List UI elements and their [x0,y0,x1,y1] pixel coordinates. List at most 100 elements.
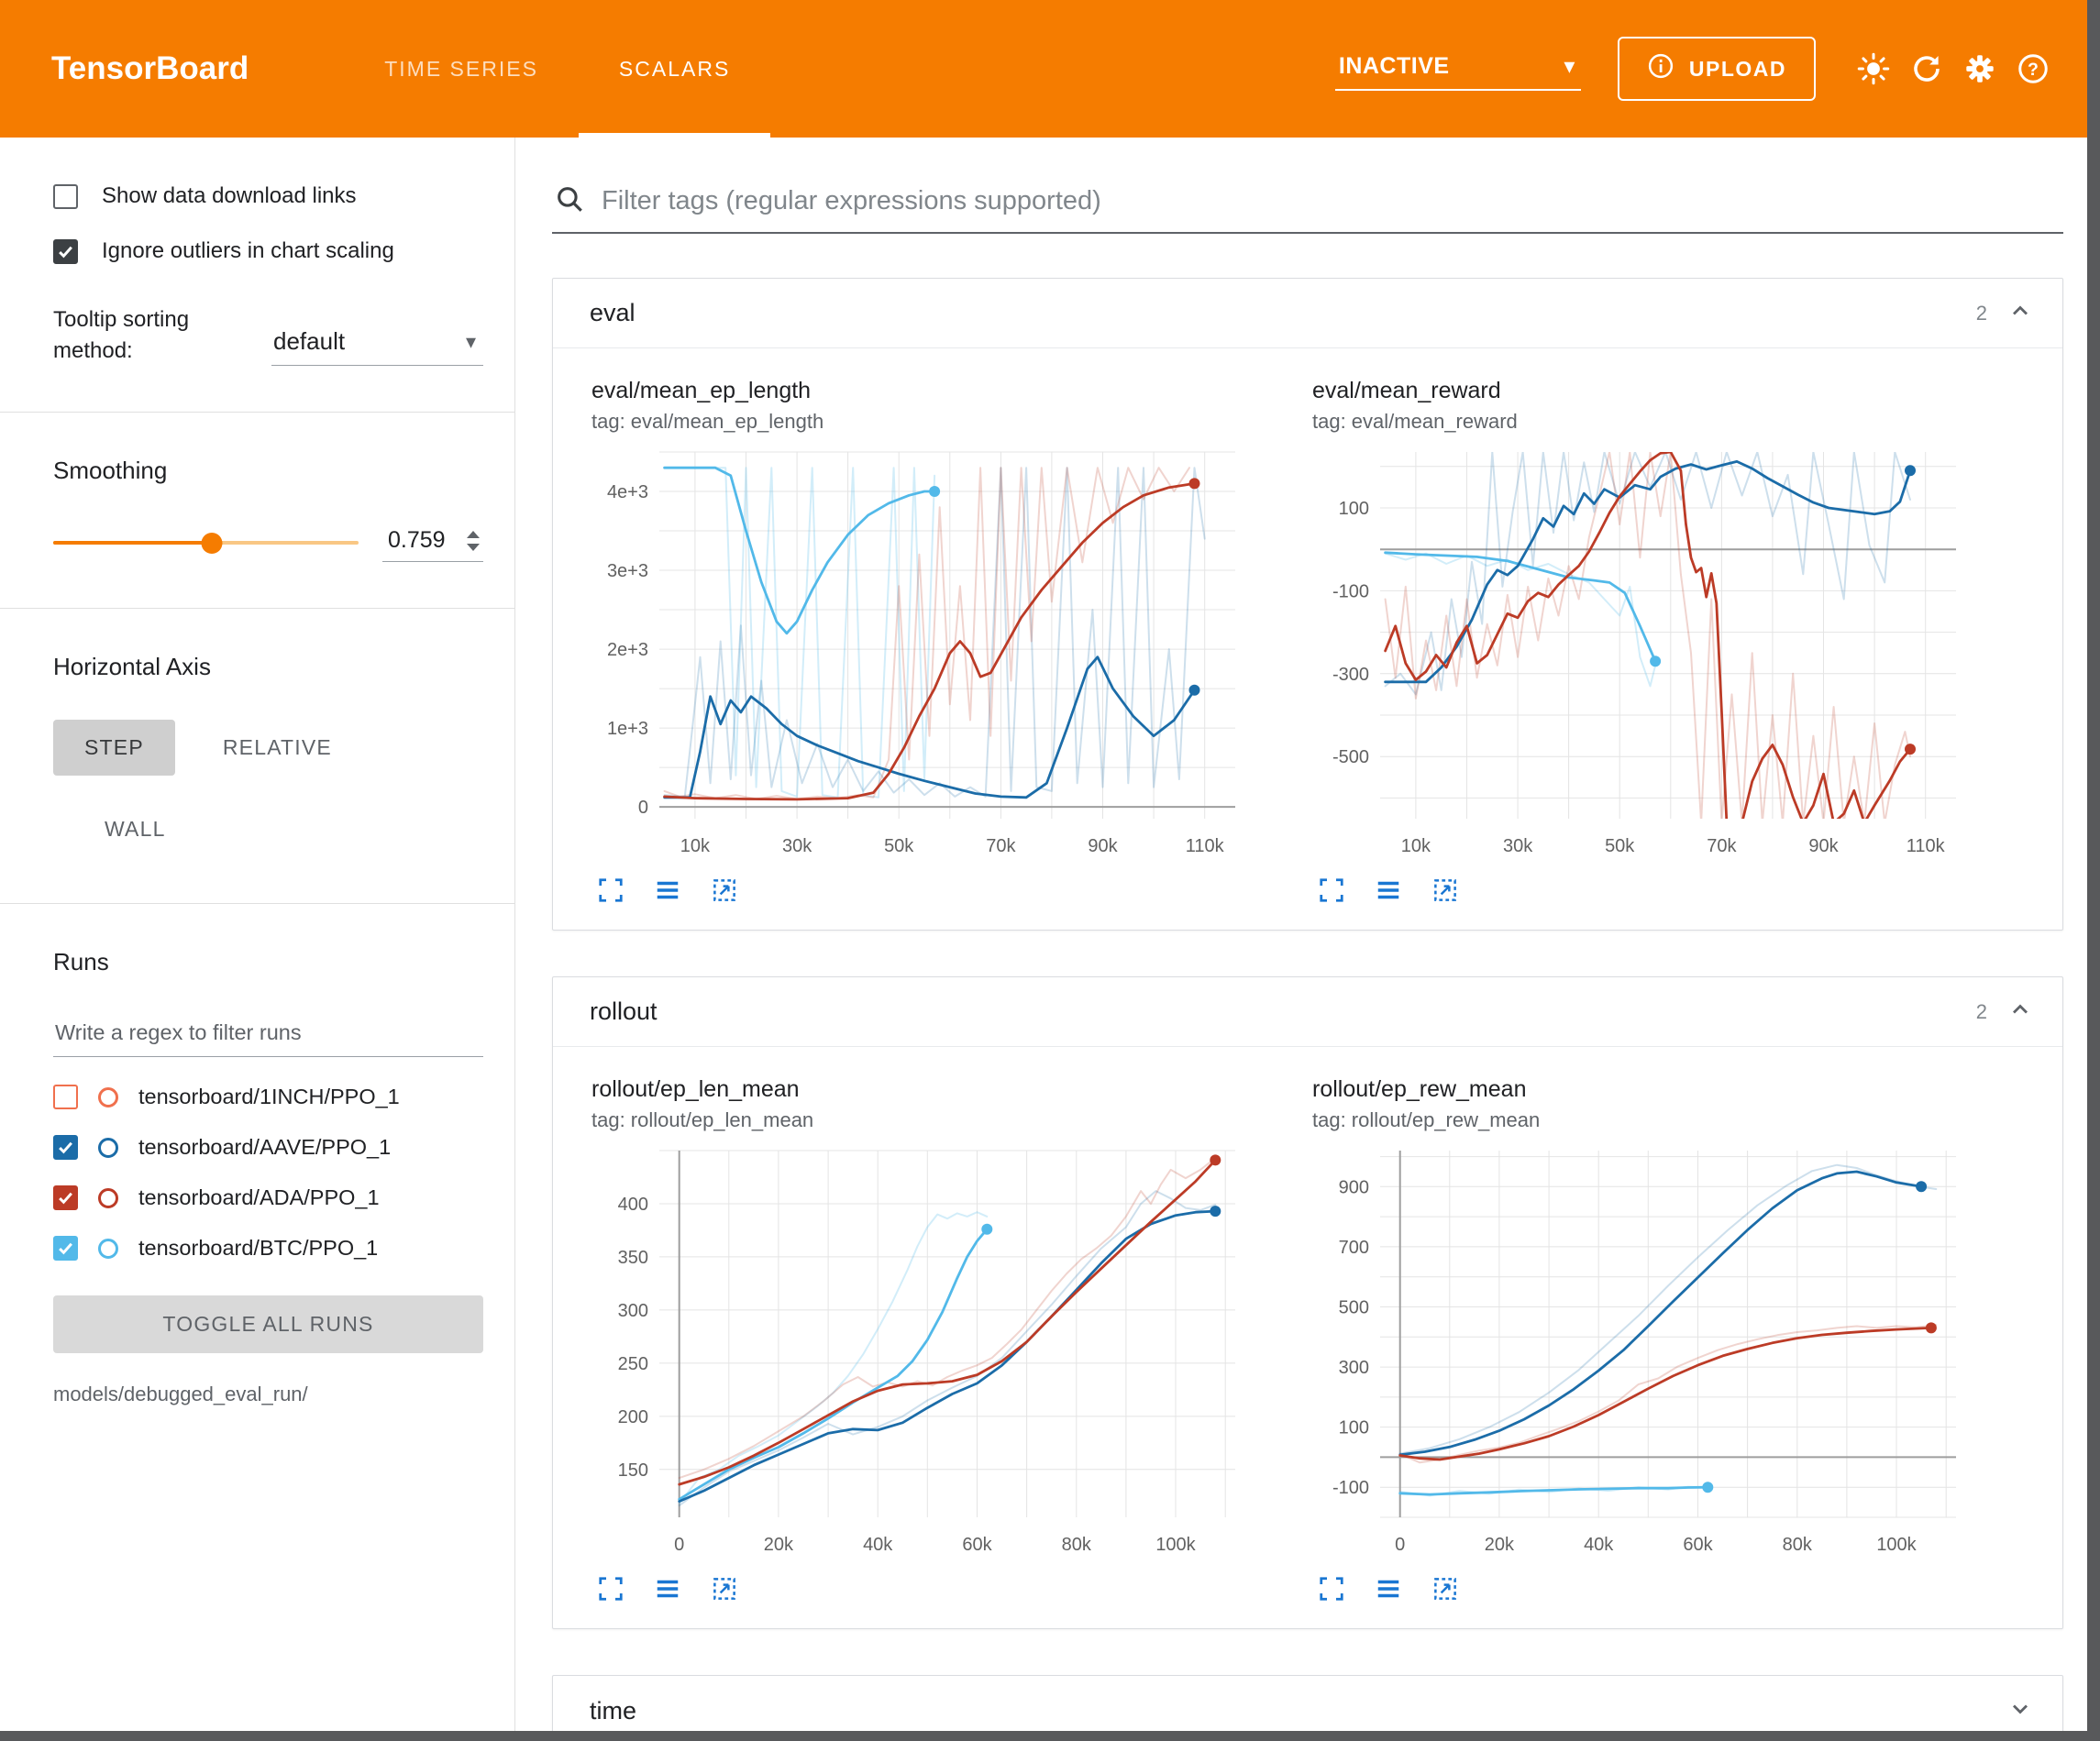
svg-text:100: 100 [1339,1418,1369,1438]
chart-tag: tag: eval/mean_ep_length [591,410,824,433]
horizontal-scrollbar[interactable] [0,1731,2100,1741]
svg-text:150: 150 [618,1460,648,1481]
app-header: TensorBoard TIME SERIES SCALARS INACTIVE … [0,0,2100,138]
svg-text:100k: 100k [1155,1535,1196,1555]
fit-domain-icon[interactable] [1430,1573,1461,1604]
run-checkbox[interactable] [53,1135,78,1161]
setting-checkbox-row[interactable]: Ignore outliers in chart scaling [53,238,483,264]
fullscreen-icon[interactable] [1316,1573,1347,1604]
run-row[interactable]: tensorboard/BTC/PPO_1 [53,1236,483,1262]
scalar-chart-canvas[interactable]: 0 20k 40k 60k 80k 100k 150 200 250 300 350 400 [580,1140,1250,1561]
stepper-arrows-icon[interactable] [467,530,481,551]
chart-title: rollout/ep_rew_mean [1312,1076,1527,1102]
section-header-rollout[interactable]: rollout 2 [553,977,2062,1047]
tooltip-sorting-label: Tooltip sorting method: [53,307,190,363]
section-header-time[interactable]: time [553,1676,2062,1741]
data-table-icon[interactable] [652,1573,683,1604]
axis-button-relative[interactable]: RELATIVE [192,720,363,776]
svg-text:50k: 50k [1605,836,1635,856]
svg-text:-100: -100 [1332,581,1369,601]
chart-toolbar [595,1573,1250,1604]
refresh-button[interactable] [1900,42,1953,95]
data-source-dropdown[interactable]: INACTIVE ▾ [1334,48,1581,91]
tab-scalars[interactable]: SCALARS [578,0,771,138]
runs-filter-input[interactable] [53,1015,483,1058]
upload-button[interactable]: UPLOAD [1617,37,1816,101]
sun-icon [1857,52,1890,85]
smoothing-value-input[interactable]: 0.759 [382,523,483,563]
run-color-toggle[interactable] [98,1238,118,1259]
chevron-up-icon[interactable] [2007,298,2033,328]
fullscreen-icon[interactable] [595,1573,626,1604]
gear-icon [1966,55,1994,83]
run-checkbox[interactable] [53,1236,78,1262]
svg-text:700: 700 [1339,1238,1369,1258]
svg-text:0: 0 [638,798,648,818]
data-table-icon[interactable] [652,875,683,906]
svg-text:40k: 40k [863,1535,893,1555]
run-row[interactable]: tensorboard/AAVE/PPO_1 [53,1135,483,1161]
chevron-down-icon[interactable] [2007,1696,2033,1726]
smoothing-label: Smoothing [53,457,168,485]
settings-button[interactable] [1953,42,2006,95]
checkbox-icon[interactable] [53,183,78,209]
data-source-value: INACTIVE [1338,52,1450,79]
svg-text:10k: 10k [680,836,711,856]
svg-text:250: 250 [618,1354,648,1374]
svg-text:40k: 40k [1584,1535,1614,1555]
svg-text:60k: 60k [962,1535,992,1555]
svg-text:50k: 50k [884,836,914,856]
slider-thumb[interactable] [201,533,223,555]
chevron-up-icon[interactable] [2007,997,2033,1027]
main-tabs: TIME SERIES SCALARS [344,0,771,138]
fullscreen-icon[interactable] [1316,875,1347,906]
tab-time-series[interactable]: TIME SERIES [384,56,538,81]
smoothing-slider[interactable] [53,530,359,556]
axis-button-step[interactable]: STEP [53,720,175,777]
axis-button-wall[interactable]: WALL [73,801,197,857]
run-checkbox[interactable] [53,1185,78,1211]
section-eval: eval 2 eval/mean_ep_length tag: eval/mean… [552,278,2063,931]
svg-text:90k: 90k [1088,836,1118,856]
svg-text:80k: 80k [1062,1535,1092,1555]
fit-domain-icon[interactable] [709,1573,740,1604]
runs-directory-label: models/debugged_eval_run/ [53,1383,308,1406]
run-row[interactable]: tensorboard/1INCH/PPO_1 [53,1085,483,1110]
setting-checkbox-row[interactable]: Show data download links [53,183,483,209]
svg-text:350: 350 [618,1248,648,1268]
help-button[interactable]: ? [2006,42,2060,95]
section-header-eval[interactable]: eval 2 [553,279,2062,348]
svg-text:-500: -500 [1332,747,1369,767]
scalar-chart-canvas[interactable]: 10k 30k 50k 70k 90k 110k 100 -100 -300 -500 [1301,441,1971,863]
svg-text:20k: 20k [764,1535,794,1555]
run-checkbox[interactable] [53,1085,78,1110]
data-table-icon[interactable] [1373,1573,1404,1604]
svg-text:100k: 100k [1876,1535,1917,1555]
scalar-chart-canvas[interactable]: 10k 30k 50k 70k 90k 110k 0 1e+3 2e+3 3e+3 4e+3 [580,441,1250,863]
tooltip-sorting-dropdown[interactable]: default ▾ [271,324,483,367]
brightness-toggle-button[interactable] [1847,42,1900,95]
run-color-toggle[interactable] [98,1187,118,1208]
scalar-chart-canvas[interactable]: 0 20k 40k 60k 80k 100k -100 100 300 500 700 900 [1301,1140,1971,1561]
section-title: rollout [590,997,658,1025]
run-color-toggle[interactable] [98,1137,118,1158]
svg-text:20k: 20k [1485,1535,1515,1555]
run-label: tensorboard/BTC/PPO_1 [138,1236,379,1261]
run-color-toggle[interactable] [98,1086,118,1107]
fit-domain-icon[interactable] [1430,875,1461,906]
svg-text:70k: 70k [1707,836,1737,856]
filter-tags-input[interactable] [602,186,2060,216]
search-icon [554,183,585,219]
vertical-scrollbar[interactable] [2087,0,2100,1741]
run-row[interactable]: tensorboard/ADA/PPO_1 [53,1185,483,1211]
toggle-all-runs-button[interactable]: TOGGLE ALL RUNS [53,1295,483,1354]
svg-text:80k: 80k [1783,1535,1813,1555]
svg-text:100: 100 [1339,499,1369,519]
fullscreen-icon[interactable] [595,875,626,906]
checkbox-icon[interactable] [53,238,78,264]
section-title: eval [590,299,636,326]
data-table-icon[interactable] [1373,875,1404,906]
svg-text:30k: 30k [782,836,812,856]
fit-domain-icon[interactable] [709,875,740,906]
